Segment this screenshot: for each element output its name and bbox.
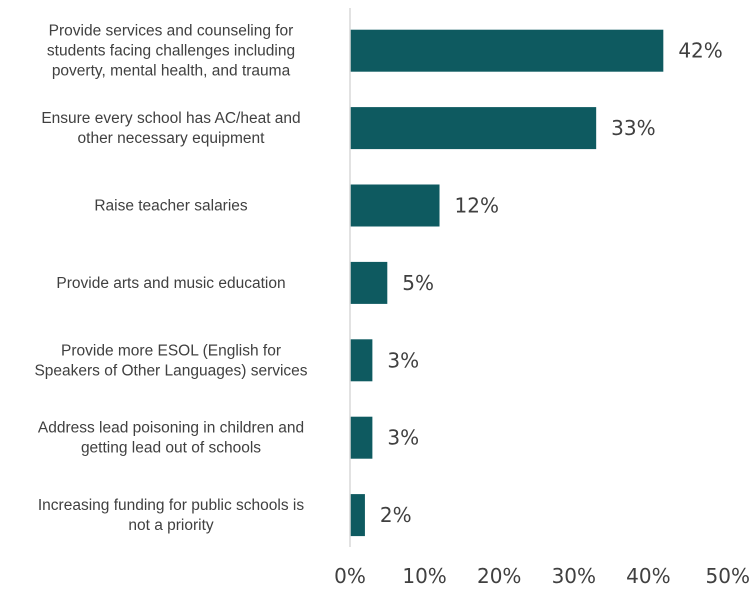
data-label-0: 42% [678, 39, 722, 63]
bar-6 [350, 494, 365, 537]
data-label-2: 12% [455, 194, 499, 218]
category-label-4: Provide more ESOL (English for Speakers o… [34, 342, 307, 379]
bar-5 [350, 416, 373, 459]
x-tick-label-5: 50% [706, 564, 750, 588]
category-label-line: Raise teacher salaries [94, 198, 248, 215]
data-label-6: 2% [380, 503, 412, 527]
x-tick-label-2: 20% [477, 564, 521, 588]
bar-3 [350, 261, 388, 304]
category-label-5: Address lead poisoning in children and ge… [38, 420, 304, 457]
category-label-line: getting lead out of schools [81, 440, 261, 457]
category-label-line: Provide services and counseling for [49, 23, 294, 40]
data-label-3: 5% [402, 271, 434, 295]
category-label-1: Ensure every school has AC/heat and other… [41, 110, 300, 147]
category-label-line: Ensure every school has AC/heat and [41, 110, 300, 127]
category-label-line: Provide more ESOL (English for [61, 342, 281, 359]
category-label-6: Increasing funding for public schools is… [38, 497, 304, 534]
bars-group [350, 29, 664, 537]
category-label-3: Provide arts and music education [56, 275, 285, 292]
data-label-4: 3% [387, 348, 419, 372]
category-label-line: not a priority [128, 517, 214, 534]
category-label-line: Provide arts and music education [56, 275, 285, 292]
category-label-0: Provide services and counseling for stude… [47, 23, 295, 80]
category-label-line: poverty, mental health, and trauma [52, 63, 291, 80]
data-label-1: 33% [611, 116, 655, 140]
data-labels-group: 42% 33% 12% 5% 3% 3% 2% [380, 39, 723, 527]
x-axis-ticks-group: 0% 10% 20% 30% 40% 50% [334, 564, 750, 588]
x-tick-label-1: 10% [402, 564, 446, 588]
category-label-line: other necessary equipment [78, 130, 266, 147]
x-tick-label-4: 40% [626, 564, 670, 588]
category-label-line: students facing challenges including [47, 43, 295, 60]
bar-0 [350, 29, 664, 72]
category-label-line: Address lead poisoning in children and [38, 420, 304, 437]
category-label-2: Raise teacher salaries [94, 198, 248, 215]
category-label-line: Speakers of Other Languages) services [34, 362, 307, 379]
category-label-line: Increasing funding for public schools is [38, 497, 304, 514]
x-tick-label-0: 0% [334, 564, 366, 588]
bar-4 [350, 339, 373, 382]
category-labels-group: Provide services and counseling for stude… [34, 23, 307, 534]
bar-1 [350, 107, 597, 150]
x-tick-label-3: 30% [552, 564, 596, 588]
bar-2 [350, 184, 440, 227]
data-label-5: 3% [387, 426, 419, 450]
